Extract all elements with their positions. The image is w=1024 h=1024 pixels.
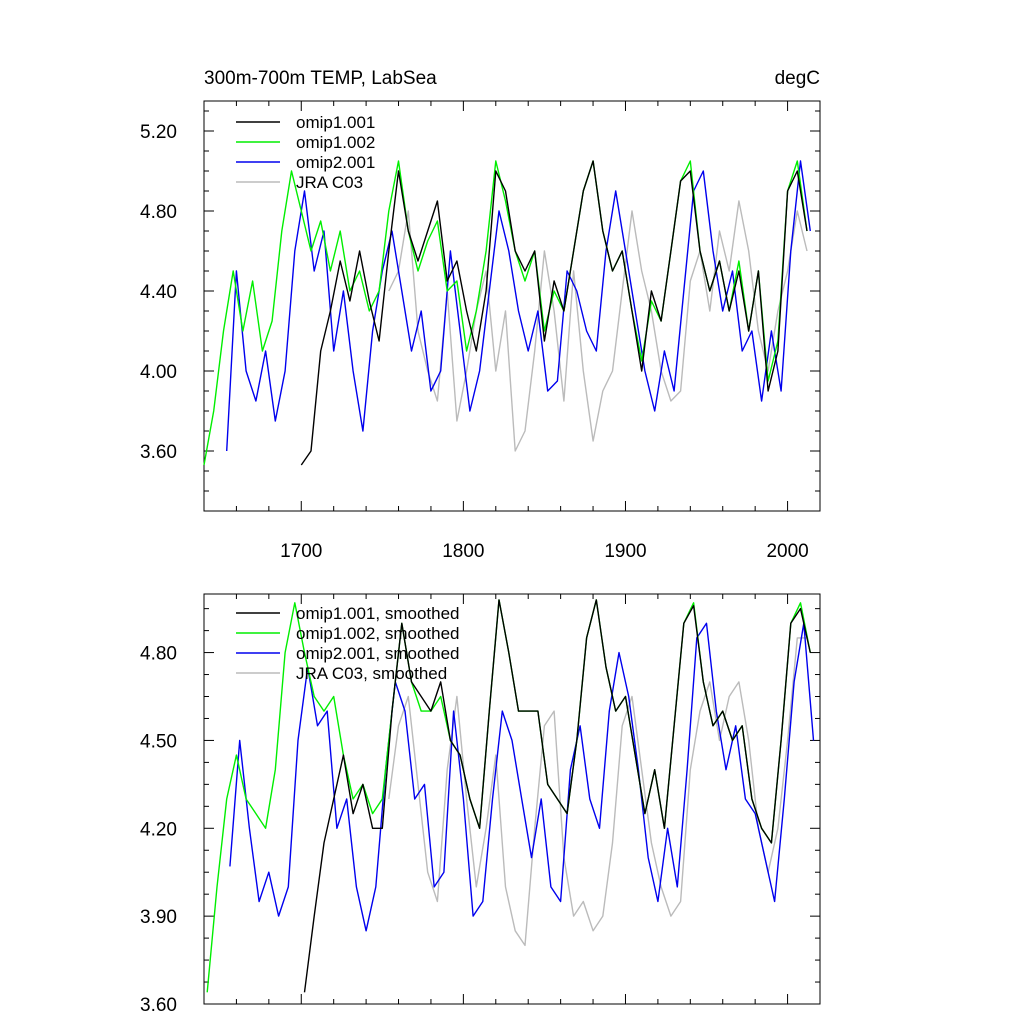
- y-tick-label: 3.60: [140, 995, 177, 1016]
- series-line-omip1-001-smoothed: [303, 599, 811, 993]
- series-line-jra-c03-smoothed: [388, 637, 807, 947]
- bottom-panel: 3.60 3.90 4.20 4.50 4.80 omip1.001, smoothed…: [140, 593, 821, 1016]
- legend-label: omip1.002, smoothed: [296, 624, 460, 643]
- y-tick-label: 4.00: [140, 362, 177, 383]
- y-tick-label: 4.80: [140, 644, 177, 665]
- y-tick-label: 4.50: [140, 731, 177, 752]
- bottom-panel-series: [206, 599, 815, 993]
- top-panel-units: degC: [775, 68, 820, 89]
- top-panel-title: 300m-700m TEMP, LabSea: [204, 68, 437, 89]
- legend-label: JRA C03: [296, 173, 363, 192]
- x-tick-label: 1800: [442, 541, 484, 562]
- top-panel: 300m-700m TEMP, LabSea degC 1700 1800 1900…: [140, 68, 821, 562]
- x-tick-label: 1700: [280, 541, 322, 562]
- top-panel-frame: [203, 100, 821, 512]
- top-panel-series: [203, 160, 811, 466]
- series-line-omip2-001-smoothed: [229, 622, 815, 932]
- top-panel-axes: 1700 1800 1900 2000 3.60 4.00 4.40 4.80 5.20: [140, 101, 821, 562]
- bottom-panel-axes: 3.60 3.90 4.20 4.50 4.80: [140, 594, 821, 1016]
- legend-label: omip1.001: [296, 113, 375, 132]
- x-tick-label: 1900: [604, 541, 646, 562]
- series-line-jra-c03: [388, 200, 808, 452]
- series-line-omip1-001: [300, 160, 808, 466]
- legend-label: JRA C03, smoothed: [296, 664, 447, 683]
- legend-label: omip1.002: [296, 133, 375, 152]
- y-tick-label: 3.90: [140, 907, 177, 928]
- legend-label: omip1.001, smoothed: [296, 604, 460, 623]
- y-tick-label: 4.20: [140, 819, 177, 840]
- legend-label: omip2.001: [296, 153, 375, 172]
- series-line-omip2-001: [226, 160, 811, 452]
- bottom-panel-frame: [203, 593, 821, 1005]
- x-tick-label: 2000: [766, 541, 808, 562]
- y-tick-label: 4.40: [140, 282, 177, 303]
- y-tick-label: 3.60: [140, 442, 177, 463]
- y-tick-label: 5.20: [140, 122, 177, 143]
- y-tick-label: 4.80: [140, 202, 177, 223]
- legend-label: omip2.001, smoothed: [296, 644, 460, 663]
